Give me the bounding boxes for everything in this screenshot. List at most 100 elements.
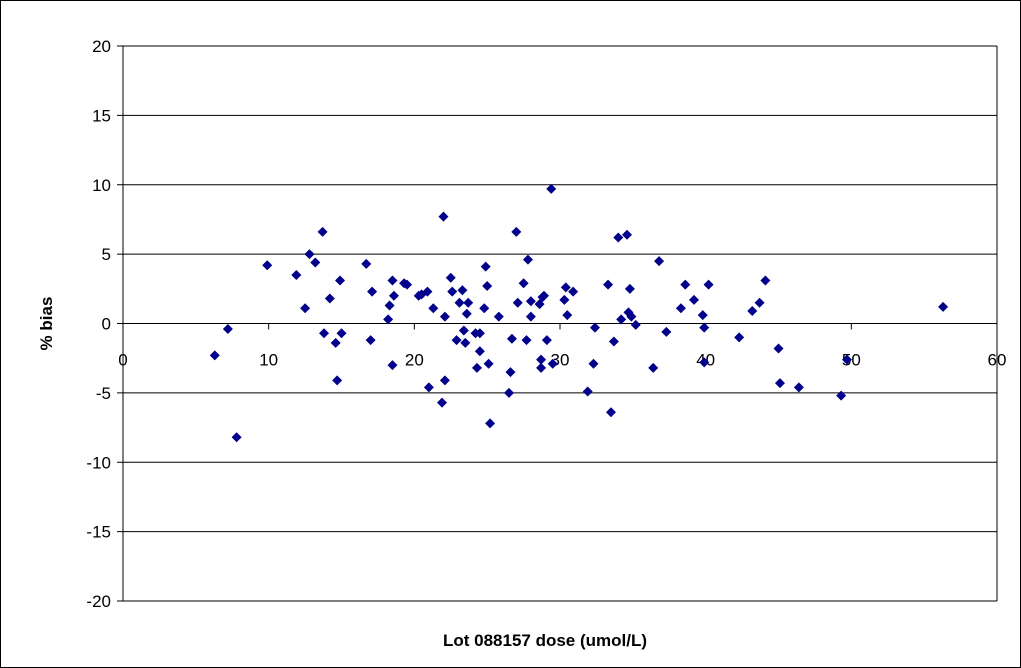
data-point — [439, 375, 450, 386]
data-point — [402, 279, 413, 290]
data-point — [536, 354, 547, 365]
y-tick-label: -15 — [86, 523, 111, 542]
data-point — [463, 297, 474, 308]
data-point — [423, 382, 434, 393]
data-point — [209, 350, 220, 361]
y-tick-label: -10 — [86, 453, 111, 472]
data-point — [383, 314, 394, 325]
y-tick-label: 10 — [92, 176, 111, 195]
data-point — [747, 306, 758, 317]
data-point — [310, 257, 321, 268]
data-point — [222, 324, 233, 335]
x-tick-label: 20 — [405, 351, 424, 370]
data-point — [559, 294, 570, 305]
data-point — [461, 308, 472, 319]
data-point — [630, 319, 641, 330]
data-point — [485, 418, 496, 429]
y-tick-label: 20 — [92, 37, 111, 56]
data-point — [335, 275, 346, 286]
data-point — [474, 346, 485, 357]
data-point — [547, 358, 558, 369]
data-point — [388, 290, 399, 301]
data-point — [458, 325, 469, 336]
data-point — [760, 275, 771, 286]
data-point — [332, 375, 343, 386]
data-point — [324, 293, 335, 304]
data-point — [482, 281, 493, 292]
data-point — [622, 229, 633, 240]
x-axis-ticks: 0102030405060 — [118, 323, 1007, 370]
y-tick-label: -20 — [86, 592, 111, 611]
data-point — [793, 382, 804, 393]
y-tick-label: 5 — [102, 245, 111, 264]
data-point — [231, 432, 242, 443]
data-point — [697, 310, 708, 321]
data-point — [361, 258, 372, 269]
x-tick-label: 60 — [988, 351, 1007, 370]
data-point — [525, 311, 536, 322]
data-point — [506, 333, 517, 344]
data-point — [541, 335, 552, 346]
data-point — [447, 286, 458, 297]
data-point — [457, 285, 468, 296]
data-point — [675, 303, 686, 314]
data-point — [365, 335, 376, 346]
data-point — [546, 183, 557, 194]
y-tick-label: 15 — [92, 106, 111, 125]
data-point — [262, 260, 273, 271]
data-point — [568, 286, 579, 297]
data-point — [479, 303, 490, 314]
data-point — [460, 337, 471, 348]
data-point — [562, 310, 573, 321]
data-point — [773, 343, 784, 354]
data-point — [608, 336, 619, 347]
data-point — [538, 290, 549, 301]
data-point — [754, 297, 765, 308]
data-point — [428, 303, 439, 314]
data-point — [387, 360, 398, 371]
data-point — [626, 311, 637, 322]
data-point — [661, 326, 672, 337]
data-point — [439, 311, 450, 322]
data-point — [521, 335, 532, 346]
data-point — [451, 335, 462, 346]
data-point — [774, 378, 785, 389]
data-point — [336, 328, 347, 339]
data-point — [493, 311, 504, 322]
data-point — [522, 254, 533, 265]
data-point — [454, 297, 465, 308]
data-point — [512, 297, 523, 308]
y-axis-ticks: 20 15 10 5 0 -5 -10 -15 -20 — [86, 37, 123, 611]
data-point — [504, 387, 515, 398]
data-point — [699, 357, 710, 368]
data-point — [624, 283, 635, 294]
data-point — [589, 322, 600, 333]
data-point — [603, 279, 614, 290]
data-point — [304, 249, 315, 260]
x-tick-label: 0 — [118, 351, 127, 370]
data-point — [588, 358, 599, 369]
data-point — [474, 328, 485, 339]
data-point — [291, 269, 302, 280]
data-point — [525, 296, 536, 307]
data-point — [536, 362, 547, 373]
data-point — [689, 294, 700, 305]
data-point — [616, 314, 627, 325]
data-point — [422, 286, 433, 297]
x-axis-title: Lot 088157 dose (umol/L) — [443, 631, 647, 650]
data-point — [836, 390, 847, 401]
data-point — [703, 279, 714, 290]
data-point — [518, 278, 529, 289]
data-point — [654, 256, 665, 267]
data-point — [387, 275, 398, 286]
data-point — [437, 397, 448, 408]
data-point — [734, 332, 745, 343]
data-point — [699, 322, 710, 333]
data-point — [582, 386, 593, 397]
y-tick-label: -5 — [96, 384, 111, 403]
data-point — [483, 358, 494, 369]
y-tick-label: 0 — [102, 315, 111, 334]
data-point — [680, 279, 691, 290]
y-axis-title: % bias — [37, 297, 56, 351]
